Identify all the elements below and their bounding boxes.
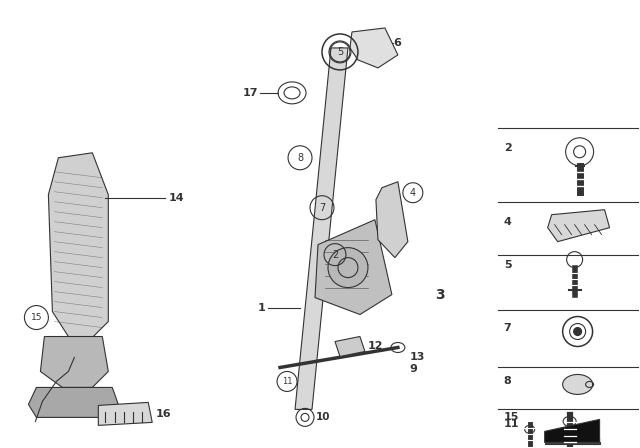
- Ellipse shape: [563, 375, 593, 394]
- Polygon shape: [376, 182, 408, 258]
- Text: 4: 4: [504, 217, 511, 227]
- Text: 7: 7: [319, 202, 325, 213]
- Text: 8: 8: [504, 376, 511, 387]
- Text: 3: 3: [435, 288, 445, 302]
- Text: 8: 8: [297, 153, 303, 163]
- Text: 11: 11: [282, 377, 292, 386]
- Polygon shape: [548, 210, 609, 241]
- Polygon shape: [335, 336, 365, 357]
- Polygon shape: [40, 336, 108, 388]
- Text: 1: 1: [257, 302, 265, 313]
- Circle shape: [573, 327, 582, 336]
- Text: 6: 6: [393, 38, 401, 48]
- Text: 9: 9: [410, 365, 418, 375]
- Polygon shape: [545, 419, 600, 442]
- Polygon shape: [99, 402, 152, 426]
- Polygon shape: [295, 48, 348, 409]
- Text: 15: 15: [31, 313, 42, 322]
- Polygon shape: [28, 388, 118, 418]
- Text: 4: 4: [410, 188, 416, 198]
- Text: 5: 5: [337, 47, 343, 57]
- Polygon shape: [49, 153, 108, 341]
- Text: 15: 15: [504, 413, 519, 422]
- Text: 13: 13: [410, 353, 425, 362]
- Text: 2: 2: [332, 250, 338, 260]
- Text: 11: 11: [504, 419, 519, 429]
- Text: 16: 16: [156, 409, 171, 419]
- Text: 7: 7: [504, 323, 511, 332]
- Text: 12: 12: [368, 341, 383, 352]
- Text: 00216592: 00216592: [558, 438, 601, 447]
- Circle shape: [328, 248, 368, 288]
- Text: 5: 5: [504, 259, 511, 270]
- Text: 10: 10: [316, 413, 330, 422]
- Polygon shape: [350, 28, 398, 68]
- Text: 2: 2: [504, 143, 511, 153]
- Text: 14: 14: [168, 193, 184, 202]
- Text: 17: 17: [243, 88, 258, 98]
- Polygon shape: [315, 220, 392, 314]
- Polygon shape: [545, 442, 600, 444]
